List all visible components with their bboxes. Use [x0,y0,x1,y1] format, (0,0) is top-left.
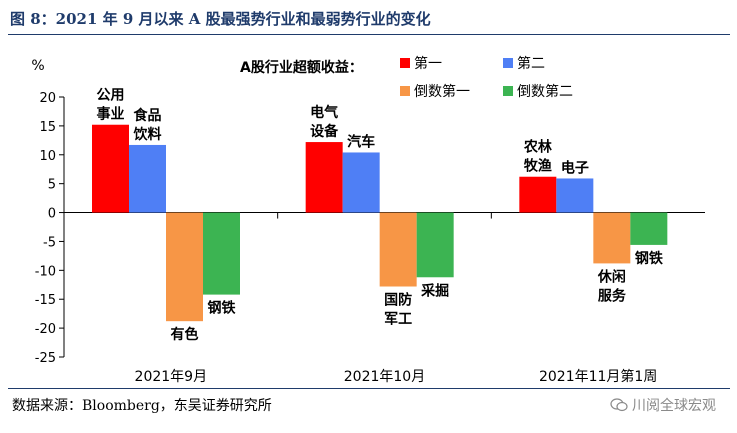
bar-2-3 [556,178,594,213]
bar-data-label: 事业 [97,106,125,123]
bar-4-3 [630,212,668,245]
watermark: 川阅全球宏观 [610,395,716,415]
wechat-icon [610,398,628,412]
bar-data-label: 公用 [97,88,125,104]
bar-data-label: 农林 [523,139,552,156]
legend-swatch [503,58,513,68]
watermark-text: 川阅全球宏观 [632,398,716,414]
y-tick-label: 5 [48,178,56,193]
title-bar: 图 8：2021 年 9 月以来 A 股最强势行业和最弱势行业的变化 [0,0,737,36]
y-tick-label: 10 [39,149,56,164]
bar-data-label: 军工 [384,312,412,328]
bar-3-1 [166,212,203,322]
y-axis-label: % [31,58,44,74]
bar-3-2 [379,212,417,287]
bar-4-2 [416,212,454,278]
y-tick-label: 0 [48,207,56,222]
bar-1-3 [519,176,557,213]
bar-data-label: 牧渔 [524,158,552,175]
legend-label: 倒数第二 [517,83,573,100]
y-tick-label: -20 [35,322,56,337]
bar-data-label: 服务 [598,287,627,304]
bar-2-1 [129,144,166,213]
bar-2-2 [342,152,380,213]
legend-title: A股行业超额收益： [240,59,363,76]
bar-4-1 [203,212,240,295]
bar-data-label: 电子 [561,159,589,176]
bar-data-label: 饮料 [133,126,162,143]
bar-data-label: 汽车 [347,133,375,150]
title-divider [8,34,730,35]
x-category-label: 2021年9月 [135,369,208,385]
bar-data-label: 国防 [384,292,412,309]
legend-swatch [400,58,410,68]
legend-swatch [400,86,410,96]
bar-data-label: 休闲 [597,268,626,285]
legend-label: 第二 [517,55,545,72]
legend-label: 倒数第一 [414,83,470,100]
bar-data-label: 钢铁 [208,300,236,317]
bar-1-2 [305,142,343,213]
legend-label: 第一 [414,55,442,72]
x-category-label: 2021年10月 [344,369,425,385]
x-category-label: 2021年11月第1周 [539,368,657,385]
bar-1-1 [92,124,129,213]
y-tick-label: 15 [39,120,56,135]
bar-3-3 [593,212,631,264]
bar-data-label: 设备 [310,123,339,140]
bar-data-label: 电气 [310,104,338,121]
y-tick-label: -25 [35,351,56,366]
y-tick-label: -5 [43,235,56,250]
y-tick-label: 20 [39,91,56,106]
bar-data-label: 采掘 [420,282,449,299]
bar-data-label: 有色 [171,326,199,343]
figure-title: 图 8：2021 年 9 月以来 A 股最强势行业和最弱势行业的变化 [10,10,431,28]
source-note: 数据来源：Bloomberg，东吴证券研究所 [12,398,272,414]
bar-data-label: 食品 [134,107,162,124]
y-tick-label: -15 [35,293,56,308]
bar-data-label: 钢铁 [635,250,663,267]
y-tick-label: -10 [35,264,56,279]
source-divider [8,388,730,389]
legend-swatch [503,86,513,96]
